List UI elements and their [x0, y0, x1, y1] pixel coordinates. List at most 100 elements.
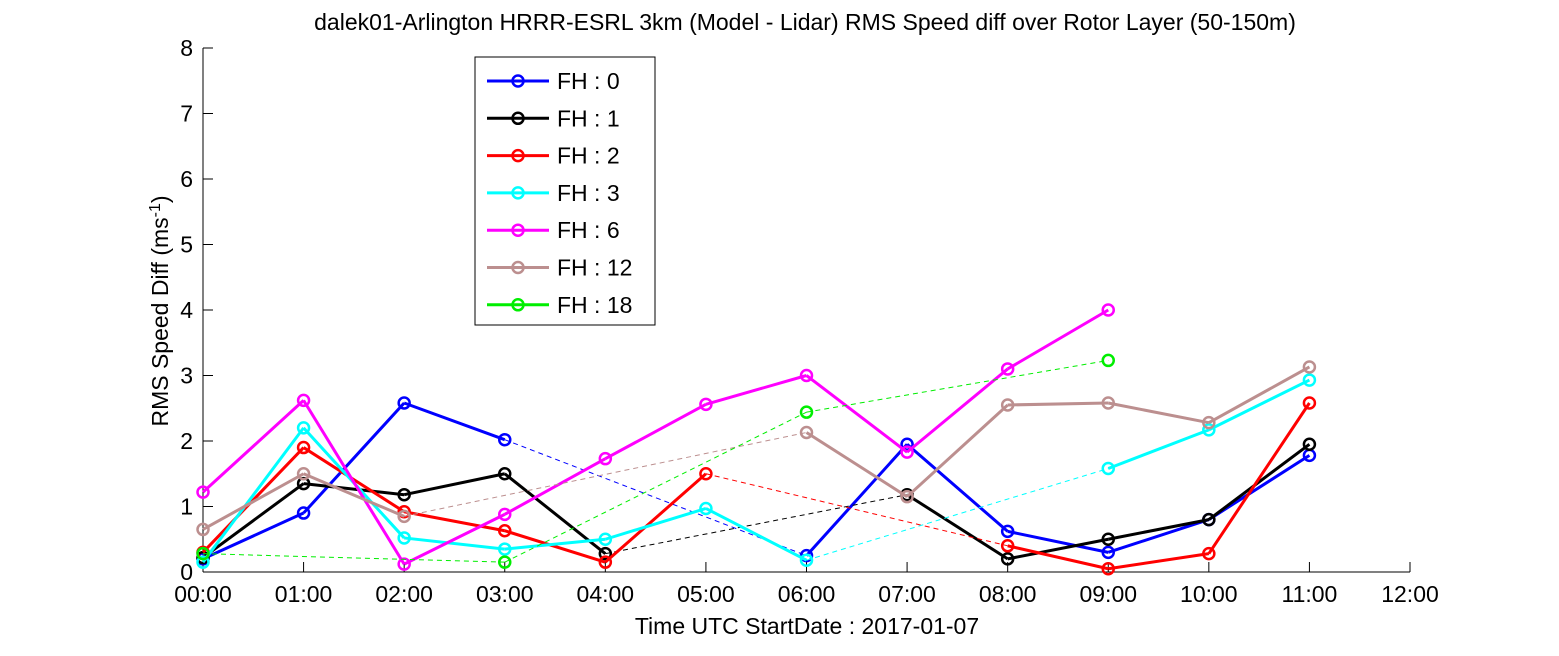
- series-line-segment: [1007, 401, 1109, 407]
- data-point: [1101, 396, 1115, 410]
- data-point: [799, 368, 814, 383]
- series-3: [196, 373, 1317, 569]
- legend-marker: [511, 111, 525, 126]
- series-line-segment: [705, 374, 807, 406]
- series-line-segment: [805, 443, 909, 557]
- data-point: [397, 509, 411, 524]
- series-line-segment: [604, 403, 707, 461]
- data-point: [498, 542, 512, 556]
- series-line-segment: [805, 374, 908, 454]
- data-point: [498, 523, 512, 538]
- data-point: [598, 555, 613, 569]
- data-point: [1302, 437, 1317, 452]
- data-point: [498, 432, 512, 447]
- data-point: [498, 507, 512, 522]
- data-point: [1202, 546, 1216, 561]
- series-line-segment: [404, 536, 505, 551]
- data-point: [196, 555, 210, 569]
- data-point: [196, 485, 210, 499]
- series-gap-segment: [504, 411, 807, 563]
- y-tick-label: 4: [180, 297, 193, 323]
- data-point: [397, 504, 411, 519]
- data-point: [296, 421, 311, 435]
- y-axis-label-superscript: -1: [147, 203, 164, 217]
- y-axis-label-main: RMS Speed Diff (ms: [147, 217, 173, 426]
- data-point: [699, 467, 713, 481]
- data-point: [799, 425, 814, 440]
- series-4: [196, 303, 1115, 571]
- data-point: [1101, 532, 1115, 546]
- series-line-segment: [302, 472, 405, 518]
- series-line-segment: [1107, 401, 1210, 425]
- legend-label: FH : 2: [557, 143, 620, 169]
- y-tick-label: 2: [180, 428, 193, 454]
- data-point: [196, 546, 210, 561]
- data-point: [900, 445, 914, 459]
- y-tick-label: 6: [180, 166, 193, 192]
- data-point: [397, 531, 411, 545]
- x-tick-label: 11:00: [1281, 581, 1337, 607]
- data-point: [1101, 545, 1115, 560]
- series-line-segment: [1208, 378, 1311, 432]
- series-line-segment: [1007, 544, 1109, 571]
- data-point: [598, 532, 613, 546]
- x-tick-label: 00:00: [174, 581, 232, 607]
- series-line-segment: [1107, 518, 1210, 541]
- legend-marker: [511, 223, 525, 237]
- data-point: [1101, 303, 1115, 317]
- series-line-segment: [604, 507, 707, 541]
- series-gap-segment: [605, 494, 908, 555]
- y-tick-label: 0: [180, 559, 193, 585]
- series-line-segment: [1006, 308, 1110, 371]
- series-line-segment: [805, 431, 908, 498]
- data-point: [296, 506, 311, 520]
- data-point: [900, 489, 914, 504]
- series-gap-segment: [705, 473, 1008, 547]
- series-line-segment: [1208, 365, 1311, 424]
- series-2: [196, 396, 1317, 576]
- data-point: [397, 557, 411, 571]
- series-line-segment: [403, 472, 506, 497]
- series-line-segment: [1007, 537, 1109, 561]
- data-point: [196, 522, 210, 537]
- series-line-segment: [1108, 552, 1210, 571]
- data-point: [296, 467, 311, 481]
- data-point: [397, 487, 411, 502]
- x-tick-label: 12:00: [1381, 581, 1439, 607]
- data-point: [498, 555, 512, 569]
- series-line-segment: [201, 399, 305, 494]
- data-point: [799, 553, 814, 567]
- x-tick-label: 10:00: [1180, 581, 1238, 607]
- series-gap-segment: [202, 553, 505, 563]
- data-point: [1000, 539, 1015, 553]
- series-line-segment: [504, 529, 606, 564]
- data-point: [296, 393, 311, 408]
- data-point: [598, 546, 613, 561]
- data-point: [699, 397, 713, 412]
- data-point: [1302, 373, 1317, 387]
- series-gap-segment: [806, 359, 1109, 413]
- series-0: [196, 396, 1317, 566]
- x-tick-label: 01:00: [275, 581, 333, 607]
- x-tick-label: 08:00: [979, 581, 1037, 607]
- x-tick-label: 06:00: [778, 581, 836, 607]
- y-axis-label-end: ): [147, 195, 173, 203]
- legend-box: [474, 56, 656, 326]
- chart-title: dalek01-Arlington HRRR-ESRL 3km (Model -…: [314, 9, 1296, 35]
- legend-label: FH : 18: [557, 292, 632, 318]
- series-line-segment: [1107, 428, 1210, 470]
- legend-marker: [511, 186, 525, 200]
- series-line-segment: [504, 457, 607, 516]
- y-tick-label: 7: [180, 101, 193, 127]
- series-line-segment: [906, 403, 1009, 498]
- data-point: [1101, 461, 1115, 476]
- x-tick-label: 02:00: [375, 581, 433, 607]
- x-tick-label: 09:00: [1079, 581, 1137, 607]
- data-point: [799, 405, 814, 419]
- series-line-segment: [906, 493, 1009, 561]
- series-gap-segment: [806, 468, 1109, 561]
- y-tick-label: 1: [180, 494, 193, 520]
- x-tick-label: 04:00: [577, 581, 635, 607]
- data-point: [1000, 552, 1015, 566]
- data-point: [1000, 362, 1015, 376]
